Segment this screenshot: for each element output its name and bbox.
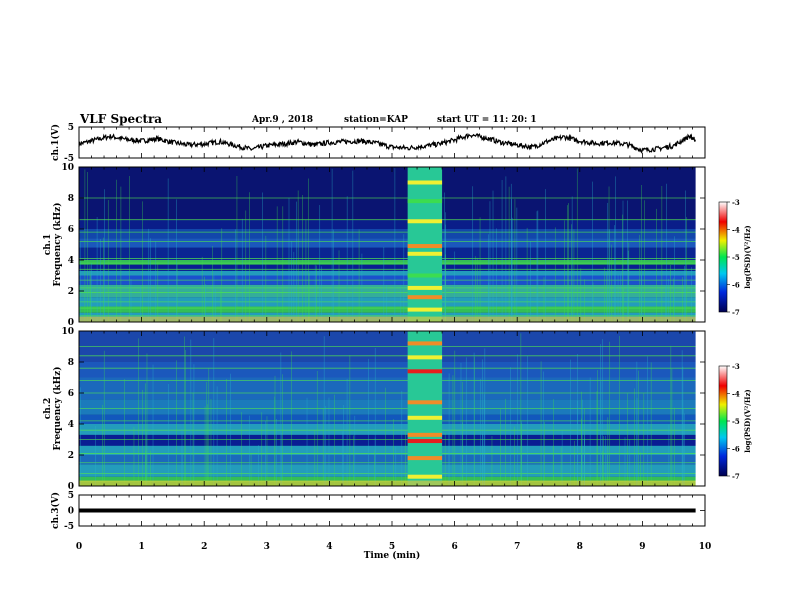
x-tick-label: 6 [451,542,457,552]
frequency-band [79,260,705,265]
start-time-label: start UT = 11: 20: 1 [437,115,537,125]
colorbar-tick-label: -5 [732,417,740,426]
ch1-waveform [78,133,696,154]
x-tick-label: 9 [639,542,645,552]
colorbar-tick-label: -3 [732,198,740,207]
x-tick-label: 4 [326,542,332,552]
colorbar-ch1 [718,201,728,313]
x-axis-label: Time (min) [364,550,421,561]
y-tick-label: 5 [68,491,74,501]
frequency-band [79,434,705,446]
y-axis-label: Frequency (kHz) [52,202,63,286]
spectrogram-ch1 [79,167,705,322]
y-tick-label: 4 [68,420,74,430]
frequency-band [79,270,705,276]
frequency-band [79,238,705,248]
interference-line [407,439,443,444]
interference-line [407,400,443,405]
x-tick-label: 1 [138,542,144,552]
x-tick-label: 0 [76,542,82,552]
frequency-band [79,362,705,378]
interference-line [407,432,443,437]
colorbar-tick-label: -6 [732,445,740,454]
y-tick-label: 4 [68,256,74,266]
interference-line [407,295,443,300]
y-axis-label: ch.3(V) [50,492,61,529]
frequency-band [79,399,705,415]
y-tick-label: 5 [68,123,74,133]
colorbar-tick-label: -4 [732,390,740,399]
frequency-band [79,306,705,313]
x-tick-label: 7 [514,542,520,552]
y-axis-label: Frequency (kHz) [52,366,63,450]
spectrogram-ch2 [78,331,705,486]
interference-line [407,456,443,461]
interference-line [407,251,443,256]
y-tick-label: 0 [68,482,74,492]
y-tick-label: -5 [64,154,74,164]
colorbar-tick-label: -4 [732,226,740,235]
interference-line [407,219,443,224]
frequency-band [79,464,705,477]
frequency-band [79,414,705,424]
colorbar-ch2 [718,365,728,477]
colorbar-label: log(PSD)(V²/Hz) [743,389,752,453]
y-tick-label: 6 [68,389,74,399]
y-tick-label: 2 [68,287,74,297]
interference-line [407,415,443,420]
interference-line [407,355,443,360]
y-tick-label: 8 [68,194,74,204]
frequency-band [79,229,705,239]
colorbar-tick-label: -7 [732,472,740,481]
y-tick-label: 10 [61,163,74,173]
x-tick-label: 10 [699,542,712,552]
interference-line [407,199,443,204]
y-axis-label: ch.1(V) [50,124,61,161]
y-tick-label: 0 [68,318,74,328]
interference-line [407,369,443,374]
frequency-band [79,167,705,220]
colorbar-tick-label: -3 [732,362,740,371]
interference-line [407,244,443,249]
x-tick-label: 5 [389,542,395,552]
colorbar-tick-label: -6 [732,281,740,290]
station-label: station=KAP [344,115,408,125]
frequency-band [79,219,705,229]
colorbar-label: log(PSD)(V²/Hz) [743,225,752,289]
frequency-band [79,424,705,435]
frequency-band [79,377,705,400]
no-data-area [695,331,705,486]
frequency-band [79,264,705,271]
x-tick-label: 3 [264,542,270,552]
y-tick-label: 0 [68,507,74,517]
interference-line [407,474,443,479]
x-tick-label: 8 [577,542,583,552]
no-data-area [695,167,705,322]
date-label: Apr.9 , 2018 [252,115,314,125]
interference-line [407,285,443,290]
frequency-band [79,445,705,455]
colorbar-tick-label: -7 [732,308,740,317]
chart-title: VLF Spectra [80,112,163,126]
y-tick-label: 10 [61,327,74,337]
interference-line [407,273,443,278]
interference-line [407,307,443,312]
interference-line [407,180,443,185]
y-tick-label: 6 [68,225,74,235]
x-tick-label: 2 [201,542,207,552]
y-tick-label: 2 [68,451,74,461]
frequency-band [79,284,705,298]
frequency-band [79,455,705,465]
interference-line [407,341,443,346]
y-tick-label: -5 [64,522,74,532]
y-axis-label: ch.1 [43,234,53,255]
colorbar-tick-label: -5 [732,253,740,262]
y-axis-label: ch.2 [43,398,53,419]
interference-block [407,331,443,486]
y-tick-label: 8 [68,358,74,368]
